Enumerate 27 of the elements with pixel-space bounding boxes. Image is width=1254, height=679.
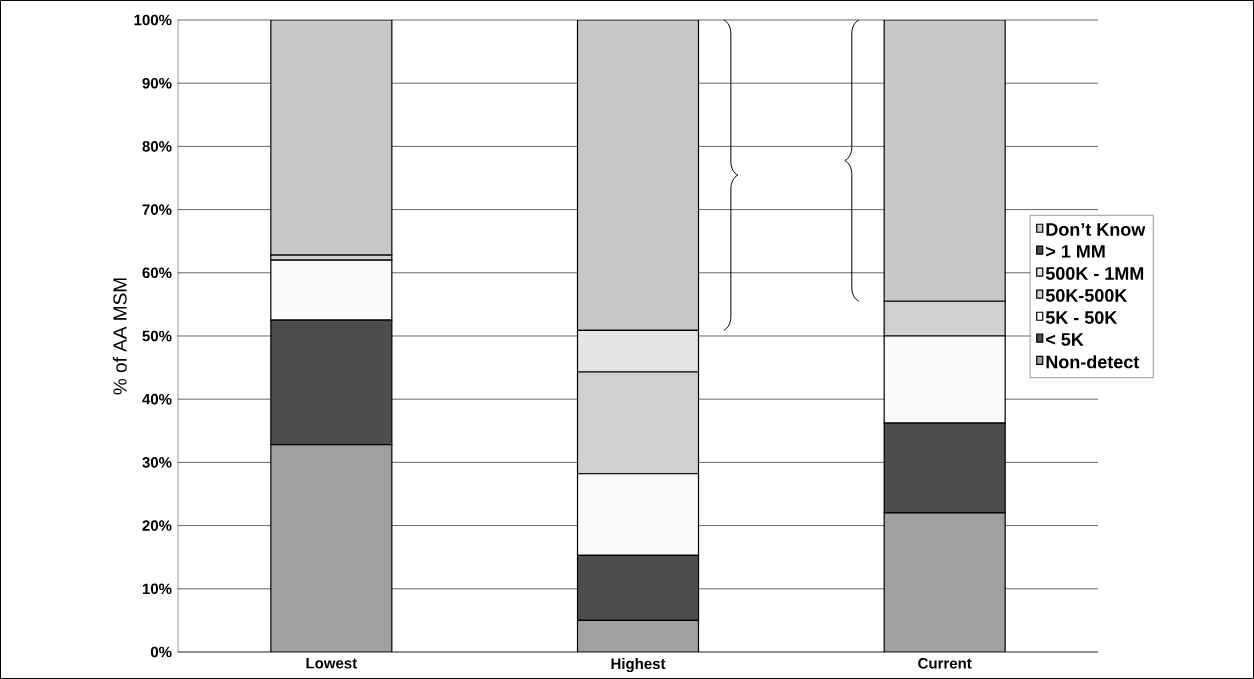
y-tick-label: 20% xyxy=(142,520,172,531)
y-tick-label: 70% xyxy=(142,204,172,215)
y-axis-title: % of AA MSM xyxy=(112,278,127,395)
y-tick-label: 100% xyxy=(134,14,172,26)
x-tick-label: Highest xyxy=(611,658,666,673)
y-tick-label: 80% xyxy=(142,141,172,152)
x-tick-label: Current xyxy=(918,658,972,669)
legend-label: 5K - 50K xyxy=(1045,311,1118,324)
x-tick-label: Lowest xyxy=(306,658,357,669)
bar xyxy=(576,19,700,331)
y-tick-label: 10% xyxy=(142,583,172,595)
bar xyxy=(883,512,1006,652)
y-tick-label: 30% xyxy=(142,457,172,468)
y-tick-label: 0% xyxy=(150,646,172,658)
legend-label: 50K-500K xyxy=(1045,289,1128,302)
legend-label: > 1 MM xyxy=(1046,245,1105,258)
legend-label: 500K - 1MM xyxy=(1045,267,1144,280)
legend-label: < 5K xyxy=(1046,333,1084,346)
y-tick-label: 60% xyxy=(142,267,172,279)
bar xyxy=(270,444,393,652)
bar xyxy=(576,619,700,652)
y-tick-label: 40% xyxy=(142,393,172,405)
bar xyxy=(270,19,393,256)
legend-label: Don’t Know xyxy=(1046,223,1146,236)
legend-label: Non-detect xyxy=(1046,355,1140,369)
y-tick-label: 90% xyxy=(142,77,172,89)
y-tick-label: 50% xyxy=(142,330,172,342)
